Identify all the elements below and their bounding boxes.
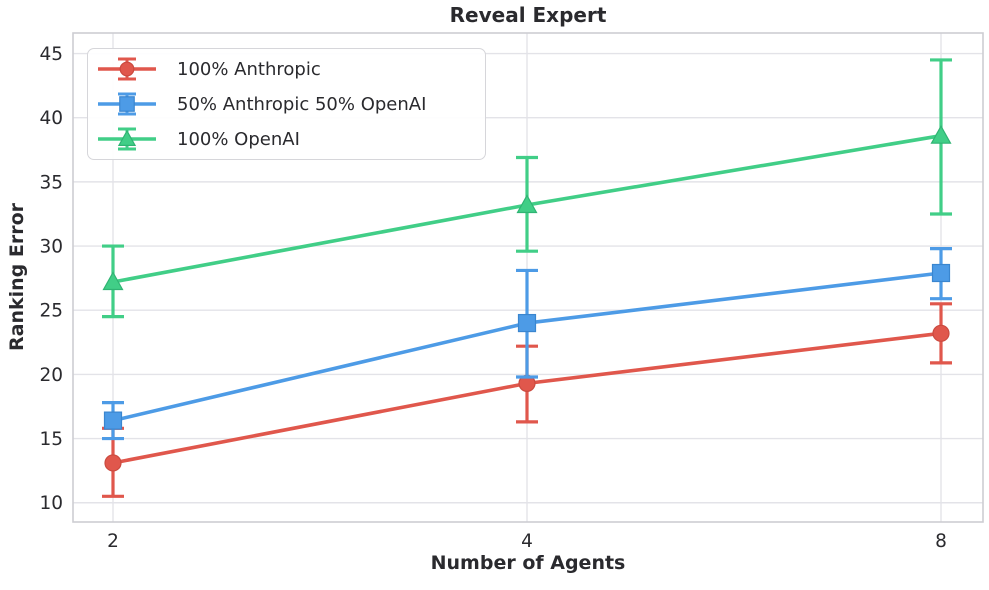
x-tick-label: 2 <box>107 531 119 552</box>
marker-circle <box>104 454 122 472</box>
marker-triangle <box>930 124 952 144</box>
y-tick-label: 15 <box>39 429 63 450</box>
series-100-openai <box>102 58 952 319</box>
x-tick-label: 8 <box>935 531 947 552</box>
marker-square <box>931 263 951 283</box>
y-tick-label: 20 <box>39 365 63 386</box>
chart-title: Reveal Expert <box>449 3 607 27</box>
legend-sample-triangle-icon <box>98 127 156 151</box>
legend-item: 100% OpenAI <box>96 122 475 156</box>
legend-item: 100% Anthropic <box>96 52 475 86</box>
marker-triangle <box>102 271 124 291</box>
marker-square <box>119 96 135 112</box>
y-tick-label: 10 <box>39 493 63 514</box>
x-axis-label: Number of Agents <box>430 552 626 574</box>
marker-square <box>103 411 123 430</box>
legend-sample-circle-icon <box>98 57 156 81</box>
legend-label: 50% Anthropic 50% OpenAI <box>177 93 427 115</box>
y-tick-label: 45 <box>39 44 63 65</box>
legend-sample-square-icon <box>98 92 156 116</box>
tick-labels: 10 15 20 25 30 35 40 45 2 4 8 <box>39 44 946 552</box>
legend-item: 50% Anthropic 50% OpenAI <box>96 87 475 121</box>
y-tick-label: 30 <box>39 237 63 258</box>
x-tick-label: 4 <box>521 531 533 552</box>
legend-label: 100% Anthropic <box>177 58 321 80</box>
series-50-anthropic-50-openai <box>102 247 952 441</box>
y-axis-label: Ranking Error <box>6 202 28 352</box>
marker-triangle <box>516 194 538 214</box>
marker-square <box>517 313 537 333</box>
legend: 100% Anthropic 50% Anthropic 50% OpenAI 10… <box>87 48 486 160</box>
plot-border <box>72 32 984 523</box>
marker-circle <box>119 61 135 77</box>
y-tick-label: 25 <box>39 301 63 322</box>
marker-triangle <box>117 129 137 146</box>
y-tick-label: 35 <box>39 172 63 193</box>
legend-label: 100% OpenAI <box>177 128 300 150</box>
marker-circle <box>932 324 950 342</box>
y-tick-label: 40 <box>39 108 63 129</box>
